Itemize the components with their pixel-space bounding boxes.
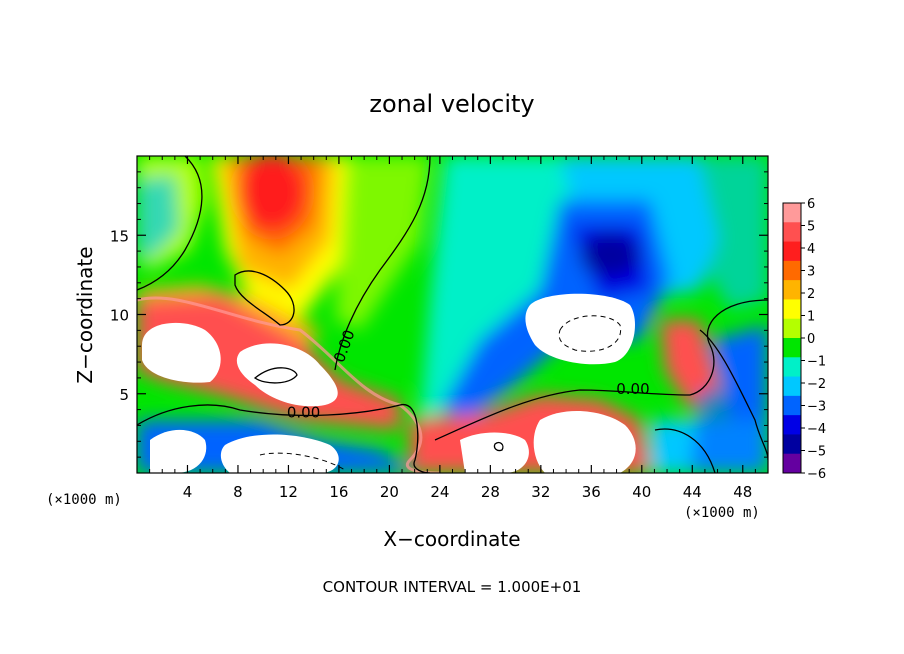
colorbar-swatch [783, 453, 801, 474]
x-tick-label: 40 [632, 483, 651, 501]
y-tick-label: 15 [110, 227, 129, 245]
heatmap-field [137, 156, 768, 473]
x-tick-label: 32 [531, 483, 550, 501]
x-tick-label: 8 [233, 483, 243, 501]
colorbar-swatch [783, 260, 801, 281]
y-tick-label: 10 [110, 307, 129, 325]
colorbar-swatch [783, 203, 801, 223]
x-tick-label: 20 [380, 483, 399, 501]
x-tick-label: 48 [733, 483, 752, 501]
colorbar: 6 5 4 3 2 1 0 −1 −2 −3 −4 −5 −6 [782, 197, 826, 482]
colorbar-swatch [783, 434, 801, 455]
colorbar-tick-label: −4 [807, 422, 826, 437]
x-axis-label: X−coordinate [383, 527, 520, 551]
colorbar-tick-label: −2 [807, 377, 826, 392]
colorbar-tick-label: 3 [807, 265, 815, 280]
x-tick-label: 44 [683, 483, 702, 501]
contour-label: 0.00 [287, 404, 320, 422]
x-tick-label: 28 [481, 483, 500, 501]
colorbar-swatch [783, 376, 801, 397]
contour-interval-note: CONTOUR INTERVAL = 1.000E+01 [323, 578, 582, 596]
colorbar-tick-label: −1 [807, 355, 826, 370]
colorbar-swatch [783, 241, 801, 262]
contour-label: 0.00 [616, 380, 649, 398]
colorbar-tick-label: 5 [807, 220, 815, 235]
colorbar-swatch [783, 318, 801, 339]
x-ticks: 4 8 12 16 20 24 28 32 36 40 44 48 [149, 156, 756, 501]
x-unit-label-left: (×1000 m) [46, 492, 122, 508]
y-tick-label: 5 [119, 386, 129, 404]
x-tick-label: 36 [582, 483, 601, 501]
colorbar-tick-label: 1 [807, 310, 815, 325]
contour-lines [137, 156, 768, 473]
colorbar-swatch [783, 395, 801, 416]
colorbar-tick-label: −3 [807, 400, 826, 415]
colorbar-tick-label: 4 [807, 242, 815, 257]
chart-title: zonal velocity [369, 90, 534, 118]
x-tick-label: 24 [430, 483, 449, 501]
x-tick-label: 16 [329, 483, 348, 501]
colorbar-tick-label: −6 [807, 467, 826, 482]
colorbar-swatch [783, 222, 801, 243]
colorbar-swatch [783, 299, 801, 320]
colorbar-swatch [783, 280, 801, 300]
y-axis-label: Z−coordinate [73, 246, 97, 383]
colorbar-swatch [783, 338, 801, 358]
x-unit-label-right: (×1000 m) [684, 505, 760, 521]
x-tick-label: 4 [183, 483, 193, 501]
contour-lines-negative [259, 315, 622, 471]
colorbar-swatch [783, 357, 801, 378]
colorbar-tick-label: 2 [807, 287, 815, 302]
colorbar-tick-label: 6 [807, 197, 815, 212]
colorbar-swatch [783, 415, 801, 435]
colorbar-tick-label: 0 [807, 332, 815, 347]
y-ticks: 5 10 15 [110, 171, 768, 458]
colorbar-tick-label: −5 [807, 445, 826, 460]
x-tick-label: 12 [279, 483, 298, 501]
